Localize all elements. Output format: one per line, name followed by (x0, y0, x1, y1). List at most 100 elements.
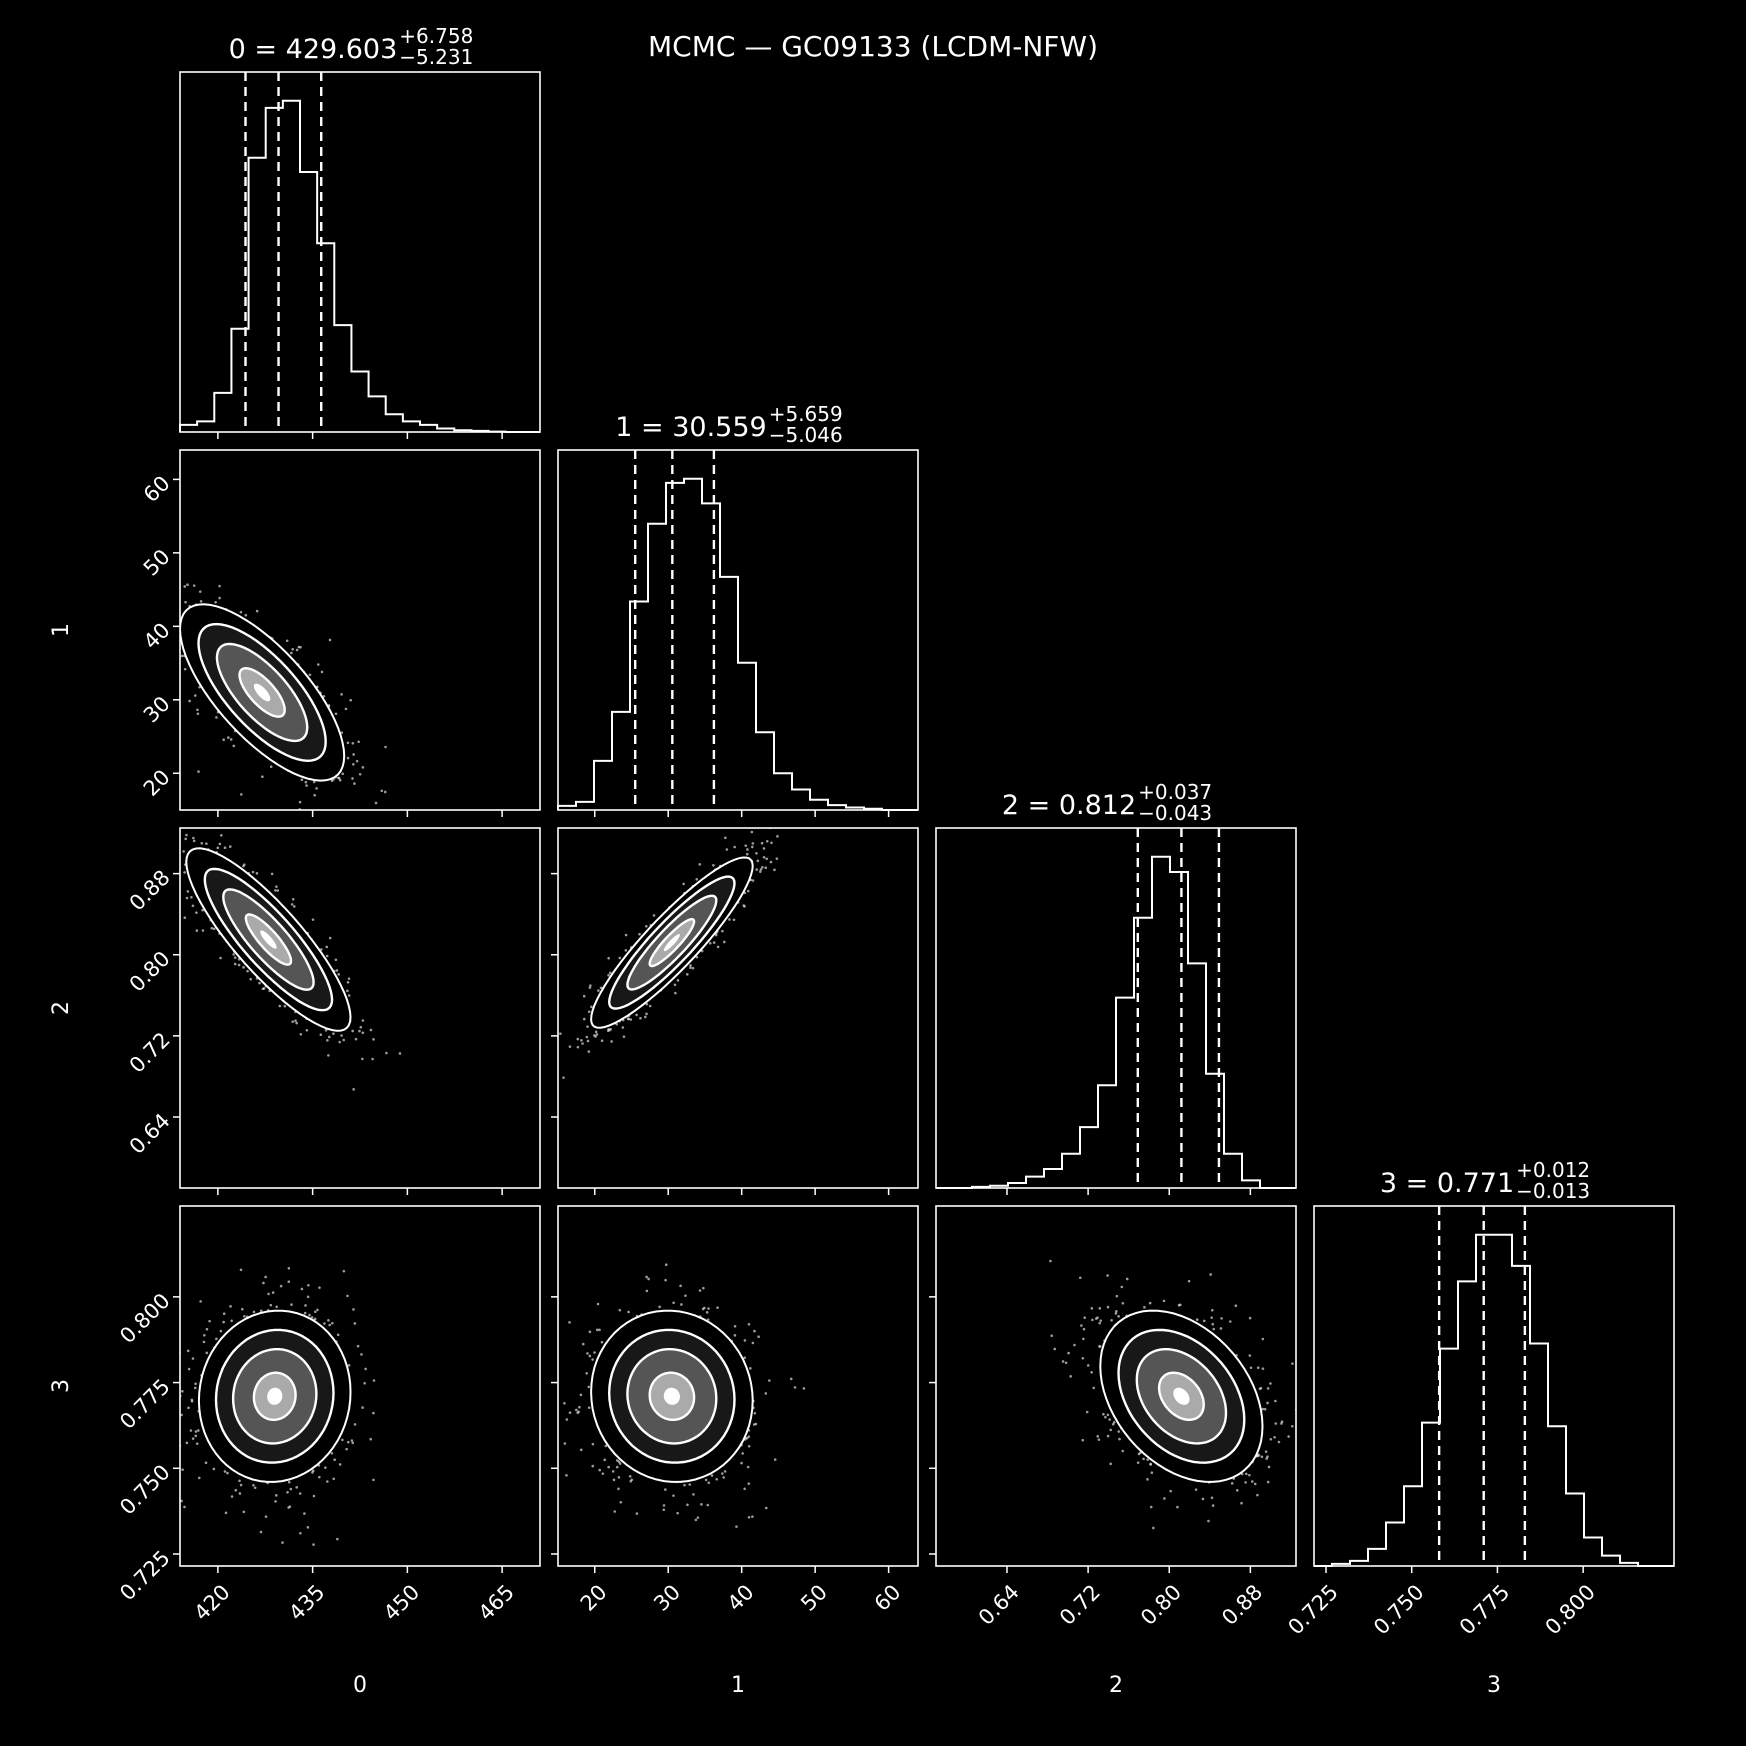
sample-point (341, 1438, 344, 1442)
sample-point (191, 904, 195, 908)
sample-point (1176, 1505, 1179, 1509)
sample-point (745, 1436, 749, 1440)
sample-point (723, 1470, 727, 1473)
sample-point (371, 1057, 374, 1061)
sample-point (326, 1480, 329, 1483)
sample-point (230, 1319, 233, 1323)
sample-point (305, 1028, 309, 1032)
sample-point (312, 1543, 315, 1546)
sample-point (358, 1029, 361, 1033)
sample-point (363, 1381, 366, 1385)
sample-point (183, 916, 187, 920)
sample-point (1136, 1461, 1140, 1464)
hist-title-lower: −5.231 (399, 45, 473, 69)
sample-point (664, 1488, 667, 1491)
sample-point (238, 1479, 241, 1483)
sample-point (243, 863, 246, 866)
sample-point (747, 1482, 751, 1485)
sample-point (615, 1465, 619, 1469)
sample-point (275, 885, 278, 888)
sample-point (712, 864, 715, 867)
sample-point (733, 1334, 737, 1337)
sample-point (1104, 1415, 1107, 1419)
sample-point (773, 1458, 777, 1461)
sample-point (764, 1506, 768, 1510)
sample-point (212, 1467, 216, 1471)
hist-step-3 (1314, 1233, 1674, 1567)
sample-point (1091, 1318, 1094, 1322)
sample-point (760, 841, 764, 845)
sample-point (1244, 1472, 1248, 1476)
sample-point (694, 1518, 698, 1522)
hist-title-1: 1 = 30.559 (615, 412, 766, 443)
sample-point (308, 1313, 311, 1317)
sample-point (704, 1478, 708, 1482)
figure-title: MCMC — GC09133 (LCDM-NFW) (648, 30, 1098, 63)
sample-point (335, 969, 339, 972)
sample-point (705, 1311, 709, 1314)
sample-point (278, 1004, 282, 1008)
sample-point (1110, 1318, 1113, 1322)
sample-point (773, 868, 776, 872)
sample-point (384, 745, 387, 749)
sample-point (698, 863, 702, 866)
sample-point (1249, 1366, 1253, 1370)
sample-point (222, 738, 225, 741)
sample-point (259, 1309, 263, 1313)
sample-point (232, 953, 235, 956)
sample-point (764, 866, 768, 870)
sample-point (269, 1303, 273, 1307)
sample-point (347, 977, 351, 980)
sample-point (1264, 1450, 1268, 1453)
sample-point (595, 1328, 599, 1332)
sample-point (597, 989, 600, 992)
sample-point (715, 1477, 719, 1481)
sample-point (332, 1032, 335, 1035)
sample-point (743, 1487, 746, 1491)
sample-point (591, 1464, 595, 1468)
sample-point (722, 940, 726, 944)
sample-point (1209, 1273, 1212, 1276)
sample-point (328, 936, 332, 940)
sample-point (761, 866, 764, 869)
sample-point (607, 1465, 610, 1469)
sample-point (275, 1305, 278, 1309)
sample-point (595, 1033, 599, 1036)
sample-point (599, 986, 603, 990)
sample-point (239, 793, 243, 796)
sample-point (346, 1294, 349, 1298)
hist-title-upper: +5.659 (769, 402, 843, 426)
sample-point (1266, 1387, 1270, 1390)
sample-point (1106, 1274, 1109, 1277)
sample-point (358, 772, 362, 776)
sample-point (336, 1333, 340, 1337)
sample-point (710, 1474, 714, 1477)
sample-point (183, 871, 186, 874)
sample-point (308, 673, 312, 677)
sample-point (276, 889, 280, 892)
sample-point (707, 1307, 710, 1310)
sample-point (233, 956, 237, 959)
hist-title-lower: −0.043 (1138, 801, 1212, 825)
sample-point (354, 1037, 358, 1041)
pair-panel-0-2 (179, 827, 541, 1189)
sample-point (626, 1017, 630, 1021)
sample-point (579, 1448, 583, 1452)
sample-point (629, 1018, 633, 1021)
sample-point (598, 1328, 601, 1332)
sample-point (1053, 1347, 1057, 1351)
sample-point (327, 1035, 331, 1039)
sample-point (600, 1039, 604, 1043)
sample-point (337, 973, 341, 976)
sample-point (369, 1028, 373, 1032)
sample-point (755, 868, 759, 871)
sample-point (227, 736, 230, 739)
sample-point (733, 1324, 737, 1328)
sample-point (372, 1038, 375, 1041)
sample-point (685, 973, 689, 976)
sample-point (287, 1266, 291, 1270)
sample-point (724, 836, 727, 840)
sample-point (1261, 1367, 1265, 1370)
sample-point (691, 966, 695, 970)
sample-point (757, 1335, 760, 1339)
